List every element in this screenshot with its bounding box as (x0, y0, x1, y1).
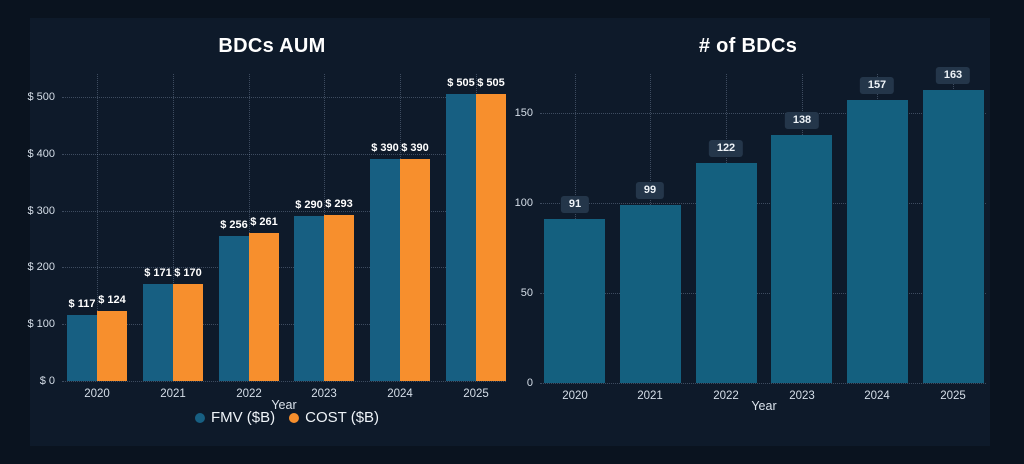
y-tick-label: $ 400 (27, 148, 55, 160)
bar-fmv-2023 (294, 216, 324, 381)
bar-count-2021 (620, 205, 681, 383)
bar-cost-2025 (476, 94, 506, 381)
gridline-h (540, 383, 986, 384)
bar-cost-2023 (324, 215, 354, 381)
bar-value-label: $ 256 (220, 219, 248, 231)
gridline-h (540, 293, 986, 294)
bar-cost-2021 (173, 284, 203, 381)
y-tick-label: $ 0 (39, 375, 55, 387)
x-tick-label: 2021 (160, 388, 186, 400)
y-tick-label: 0 (526, 377, 533, 389)
y-tick-label: $ 500 (27, 91, 55, 103)
bar-fmv-2020 (67, 315, 97, 381)
legend-dot-icon (194, 412, 205, 423)
gridline-h (540, 203, 986, 204)
bar-cost-2022 (249, 233, 279, 381)
bar-value-label: 122 (708, 140, 744, 157)
bar-value-label: 91 (560, 196, 590, 213)
bar-value-label: $ 390 (401, 142, 429, 154)
bar-value-label: $ 170 (174, 267, 202, 279)
chart-title: BDCs AUM (218, 35, 326, 57)
bar-value-label: $ 390 (371, 142, 399, 154)
gridline-h (62, 97, 506, 98)
bar-count-2025 (923, 90, 984, 383)
bar-fmv-2022 (219, 236, 249, 381)
x-tick-label: 2025 (940, 390, 966, 402)
bar-value-label: 99 (635, 182, 665, 199)
gridline-h (62, 154, 506, 155)
x-axis-title: Year (271, 398, 297, 412)
bar-count-2022 (696, 163, 757, 383)
bar-count-2023 (771, 135, 832, 383)
bar-value-label: $ 505 (477, 77, 505, 89)
legend-item-fmv[interactable]: FMV ($B) (194, 409, 276, 426)
bar-cost-2020 (97, 311, 127, 381)
y-tick-label: $ 300 (27, 205, 55, 217)
bar-value-label: $ 505 (447, 77, 475, 89)
y-tick-label: 50 (520, 287, 533, 299)
x-tick-label: 2022 (713, 390, 739, 402)
x-tick-label: 2024 (387, 388, 413, 400)
bar-value-label: $ 293 (325, 198, 353, 210)
x-tick-label: 2023 (311, 388, 337, 400)
x-axis-title: Year (751, 399, 777, 413)
bar-fmv-2025 (446, 94, 476, 381)
x-tick-label: 2020 (84, 388, 110, 400)
bar-count-2020 (544, 219, 605, 383)
gridline-h (540, 113, 986, 114)
bar-fmv-2024 (370, 159, 400, 381)
gridline-h (62, 324, 506, 325)
bar-value-label: $ 261 (250, 216, 278, 228)
bar-value-label: $ 171 (144, 267, 172, 279)
bar-value-label: $ 117 (68, 298, 96, 310)
x-tick-label: 2022 (236, 388, 262, 400)
y-tick-label: $ 200 (27, 261, 55, 273)
x-tick-label: 2020 (562, 390, 588, 402)
chart-title: # of BDCs (698, 35, 798, 57)
gridline-v (249, 74, 250, 381)
y-tick-label: 150 (514, 107, 533, 119)
bar-value-label: 138 (784, 112, 820, 129)
bar-value-label: $ 124 (98, 294, 126, 306)
x-tick-label: 2024 (864, 390, 890, 402)
bar-value-label: 163 (935, 67, 971, 84)
gridline-h (62, 267, 506, 268)
legend-label: COST ($B) (305, 409, 380, 426)
gridline-h (62, 381, 506, 382)
gridline-v (173, 74, 174, 381)
gridline-v (97, 74, 98, 381)
bar-value-label: 157 (859, 77, 895, 94)
legend-label: FMV ($B) (210, 409, 276, 426)
x-tick-label: 2025 (463, 388, 489, 400)
y-tick-label: 100 (514, 197, 533, 209)
legend: FMV ($B) COST ($B) (194, 409, 379, 426)
bar-cost-2024 (400, 159, 430, 381)
bar-fmv-2021 (143, 284, 173, 381)
gridline-h (62, 211, 506, 212)
bar-count-2024 (847, 100, 908, 383)
legend-item-cost[interactable]: COST ($B) (289, 409, 379, 426)
legend-dot-icon (289, 412, 300, 423)
x-tick-label: 2023 (789, 390, 815, 402)
x-tick-label: 2021 (637, 390, 663, 402)
bar-value-label: $ 290 (295, 199, 323, 211)
y-tick-label: $ 100 (27, 318, 55, 330)
